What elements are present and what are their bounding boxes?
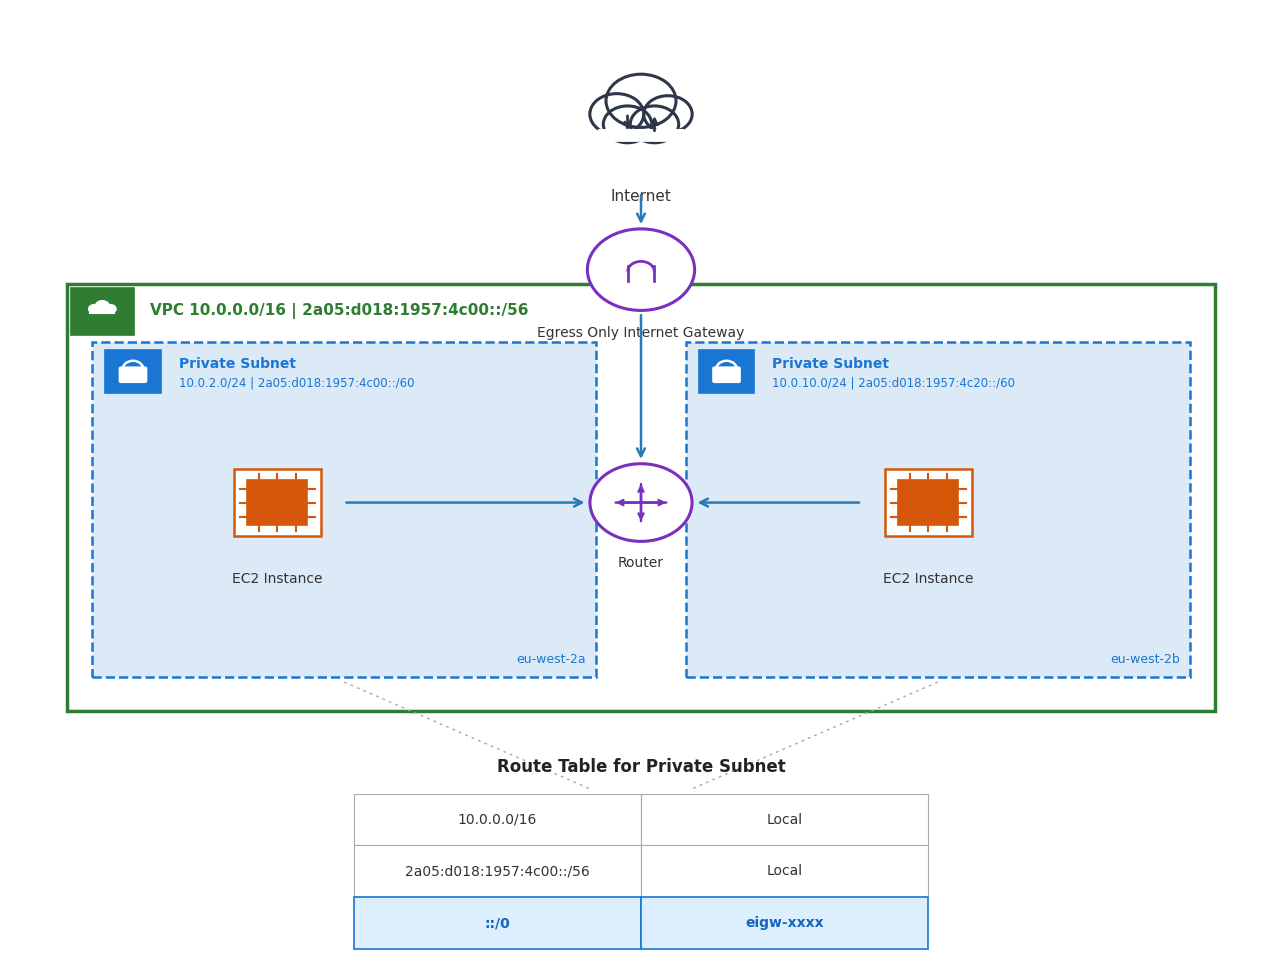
Text: 10.0.0.0/16: 10.0.0.0/16: [458, 813, 537, 827]
Text: ::/0: ::/0: [485, 916, 510, 930]
Circle shape: [95, 301, 109, 311]
Text: Router: Router: [618, 556, 664, 570]
FancyBboxPatch shape: [105, 350, 160, 392]
Text: Private Subnet: Private Subnet: [179, 357, 296, 371]
Text: EC2 Instance: EC2 Instance: [232, 573, 323, 587]
Text: 2a05:d018:1957:4c00::/56: 2a05:d018:1957:4c00::/56: [405, 865, 590, 878]
Text: Egress Only Internet Gateway: Egress Only Internet Gateway: [537, 326, 745, 340]
Circle shape: [88, 305, 100, 313]
Circle shape: [587, 229, 695, 310]
Text: Internet: Internet: [610, 189, 672, 204]
Circle shape: [590, 464, 692, 542]
Circle shape: [105, 305, 117, 313]
Circle shape: [644, 96, 692, 133]
FancyBboxPatch shape: [713, 366, 741, 384]
Text: Route Table for Private Subnet: Route Table for Private Subnet: [496, 758, 786, 776]
Text: EC2 Instance: EC2 Instance: [883, 573, 973, 587]
Text: Local: Local: [767, 865, 803, 878]
FancyBboxPatch shape: [885, 469, 972, 536]
Text: eigw-xxxx: eigw-xxxx: [745, 916, 824, 930]
Text: VPC 10.0.0.0/16 | 2a05:d018:1957:4c00::/56: VPC 10.0.0.0/16 | 2a05:d018:1957:4c00::/…: [150, 304, 528, 319]
FancyBboxPatch shape: [597, 130, 685, 140]
Text: 10.0.10.0/24 | 2a05:d018:1957:4c20::/60: 10.0.10.0/24 | 2a05:d018:1957:4c20::/60: [773, 377, 1015, 389]
FancyBboxPatch shape: [233, 469, 320, 536]
FancyBboxPatch shape: [92, 343, 596, 677]
FancyBboxPatch shape: [354, 845, 641, 897]
Text: 10.0.2.0/24 | 2a05:d018:1957:4c00::/60: 10.0.2.0/24 | 2a05:d018:1957:4c00::/60: [179, 377, 414, 389]
Circle shape: [606, 74, 676, 128]
FancyBboxPatch shape: [641, 897, 928, 949]
Circle shape: [604, 106, 651, 142]
Text: Private Subnet: Private Subnet: [773, 357, 890, 371]
Circle shape: [590, 94, 644, 135]
FancyBboxPatch shape: [354, 793, 641, 845]
FancyBboxPatch shape: [641, 793, 928, 845]
FancyBboxPatch shape: [686, 343, 1190, 677]
FancyBboxPatch shape: [354, 897, 641, 949]
Text: Local: Local: [767, 813, 803, 827]
FancyBboxPatch shape: [119, 366, 147, 384]
FancyBboxPatch shape: [67, 284, 1215, 712]
FancyBboxPatch shape: [899, 479, 958, 525]
Text: eu-west-2a: eu-west-2a: [517, 653, 586, 666]
FancyBboxPatch shape: [247, 479, 308, 525]
FancyBboxPatch shape: [641, 845, 928, 897]
FancyBboxPatch shape: [71, 288, 133, 335]
Circle shape: [631, 106, 678, 142]
Text: eu-west-2b: eu-west-2b: [1110, 653, 1179, 666]
FancyBboxPatch shape: [699, 350, 754, 392]
